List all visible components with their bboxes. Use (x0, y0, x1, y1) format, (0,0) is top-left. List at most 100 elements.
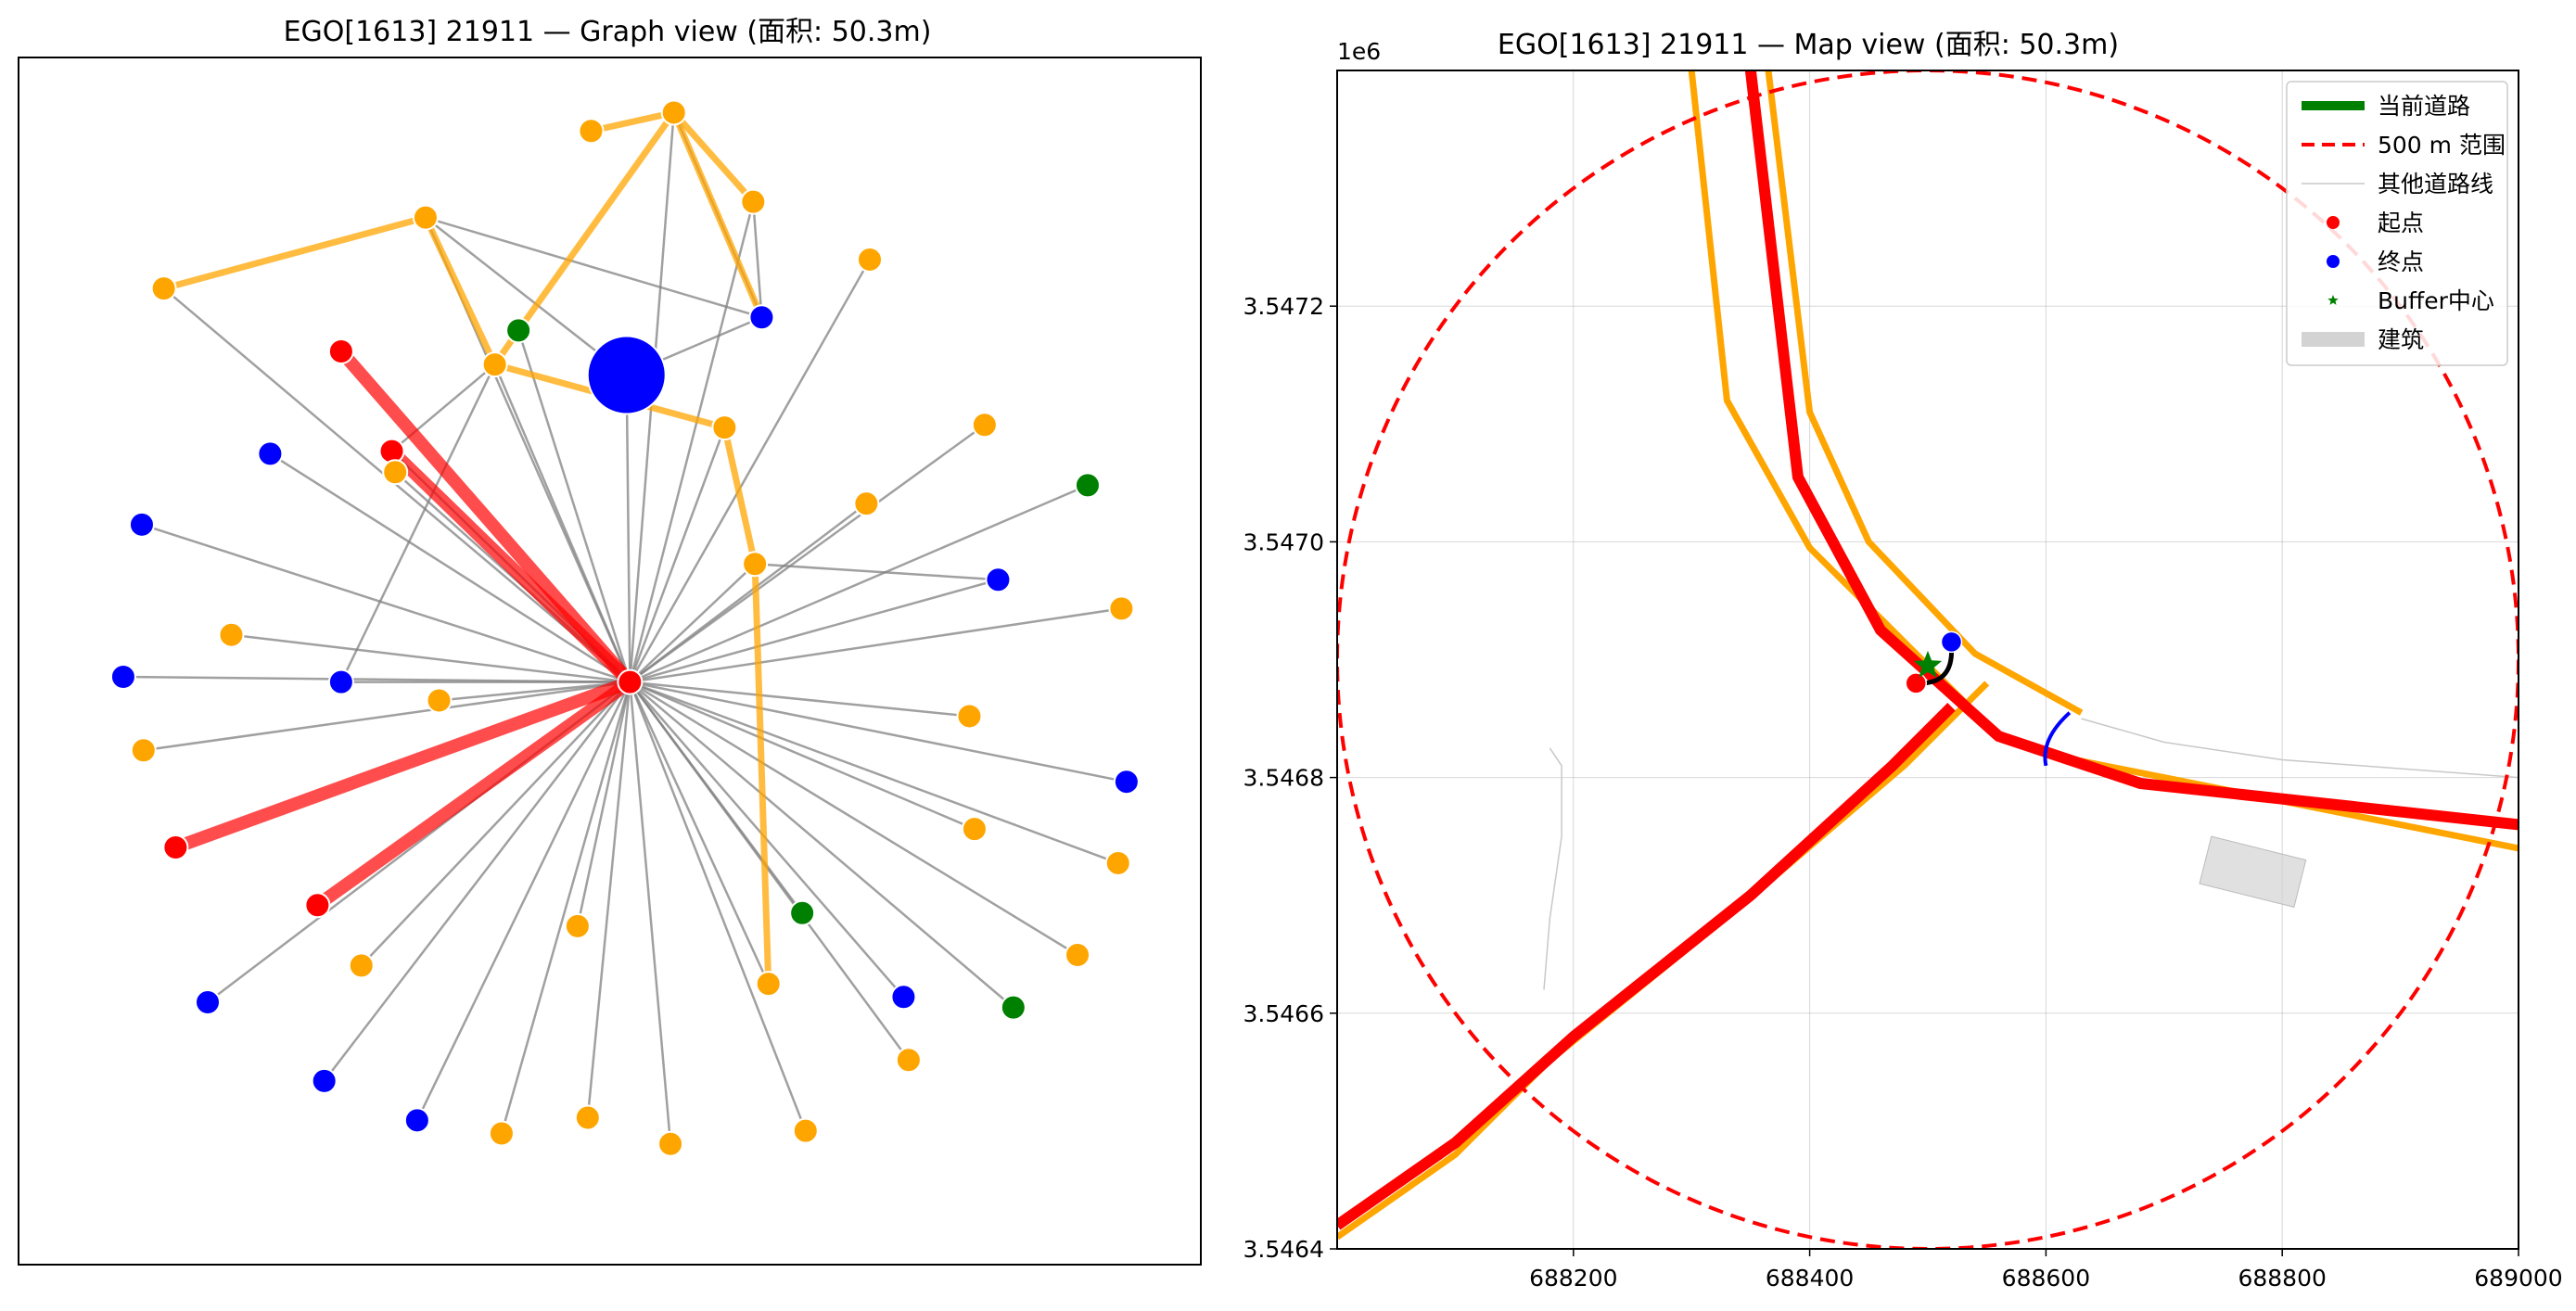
graph-edge-grey (493, 363, 631, 683)
graph-node (218, 621, 245, 648)
graph-node (150, 275, 177, 302)
graph-node (426, 687, 453, 714)
map-orange-road (1688, 70, 2519, 852)
graph-view-title: EGO[1613] 21911 — Graph view (面积: 50.3m) (284, 16, 932, 48)
graph-node (890, 984, 917, 1011)
y-tick-label: 3.5468 (1243, 765, 1324, 792)
graph-node (657, 1130, 684, 1157)
graph-node (748, 304, 775, 331)
map-markers (1905, 630, 2072, 767)
graph-node (586, 335, 667, 415)
graph-edge-grey (629, 426, 726, 683)
graph-node (1113, 769, 1140, 796)
graph-node (971, 412, 998, 439)
graph-node (742, 551, 769, 578)
graph-node (985, 566, 1012, 593)
map-other-road (2081, 718, 2519, 779)
graph-edge-grey (425, 216, 628, 376)
graph-edge-grey (629, 681, 1078, 957)
y-tick-label: 3.5472 (1243, 293, 1324, 320)
map-blue-arc (2043, 711, 2072, 767)
graph-edge-grey (500, 681, 631, 1134)
graph-node (109, 663, 136, 690)
graph-node (956, 703, 983, 730)
graph-node (1108, 595, 1135, 622)
x-tick-label: 689000 (2474, 1265, 2562, 1292)
graph-edge-grey (629, 681, 910, 1061)
legend-handle-end (2327, 255, 2340, 268)
graph-edge-grey (629, 681, 807, 1132)
map-view-panel: EGO[1613] 21911 — Map view (面积: 50.3m) 1… (1243, 29, 2563, 1292)
graph-node (505, 317, 532, 344)
graph-view-frame (18, 57, 1202, 1266)
graph-edge-grey (339, 363, 496, 683)
graph-node (403, 1107, 430, 1134)
graph-node (311, 1067, 338, 1094)
graph-edge-grey (143, 681, 631, 752)
graph-node (162, 834, 189, 860)
graph-view-panel: EGO[1613] 21911 — Graph view (面积: 50.3m) (18, 16, 1202, 1266)
map-red-road (1744, 70, 2519, 831)
graph-node (488, 1120, 515, 1147)
graph-edge-red (313, 676, 634, 910)
graph-edge-grey (141, 523, 631, 683)
map-buffer-center-star (1913, 650, 1943, 678)
graph-node (1074, 472, 1101, 499)
graph-node (1104, 849, 1131, 876)
graph-edge-grey (629, 424, 986, 683)
y-tick-label: 3.5466 (1243, 1000, 1324, 1027)
graph-edge-grey (415, 681, 631, 1121)
map-other-roads (1543, 718, 2519, 990)
legend-frame (2286, 81, 2508, 366)
graph-edge-grey (629, 681, 1014, 1009)
graph-node (961, 816, 988, 843)
graph-node (327, 338, 354, 365)
graph-edge-grey (516, 329, 631, 683)
graph-edge-orange (671, 110, 756, 205)
graph-edge-grey (360, 681, 631, 967)
graph-edge-orange (422, 216, 498, 366)
map-other-road (1543, 747, 1562, 990)
graph-grey-edges (122, 111, 1128, 1144)
legend-label: 当前道路 (2378, 93, 2470, 120)
graph-node (348, 952, 375, 979)
legend-label: 其他道路线 (2378, 171, 2493, 197)
graph-node (660, 99, 687, 126)
graph-node (617, 668, 644, 695)
graph-edge-grey (629, 503, 868, 683)
graph-edge-orange (162, 214, 427, 292)
graph-node (327, 668, 354, 695)
graph-edge-red (172, 676, 632, 854)
graph-node (481, 351, 508, 378)
graph-node (792, 1117, 819, 1144)
legend-handle-building (2302, 332, 2365, 347)
graph-node (564, 912, 591, 939)
legend-handle-buffer-center (2327, 295, 2339, 305)
map-building-polygon (2199, 835, 2307, 909)
legend-label: 起点 (2378, 210, 2424, 236)
map-end-point (1940, 630, 1963, 654)
graph-node (740, 188, 767, 215)
graph-node (257, 440, 284, 467)
graph-node (857, 246, 883, 273)
graph-node (128, 511, 155, 538)
graph-node (195, 988, 221, 1015)
graph-edge-grey (629, 201, 755, 682)
graph-red-edges (172, 347, 635, 910)
map-red-roads (1337, 70, 2519, 1230)
x-tick-label: 688400 (1766, 1265, 1854, 1292)
graph-node (755, 971, 782, 998)
graph-node (711, 414, 738, 441)
graph-node (895, 1047, 922, 1074)
graph-edge-orange (751, 564, 772, 985)
graph-edge-red (387, 446, 635, 687)
y-offset-label: 1e6 (1337, 38, 1381, 65)
graph-node (382, 459, 409, 486)
x-tick-label: 688800 (2238, 1265, 2326, 1292)
map-red-road (1337, 703, 1956, 1230)
x-tick-label: 688200 (1529, 1265, 1617, 1292)
graph-edge-grey (630, 681, 1128, 783)
graph-edge-orange (721, 426, 759, 566)
legend-label: 终点 (2378, 248, 2424, 275)
